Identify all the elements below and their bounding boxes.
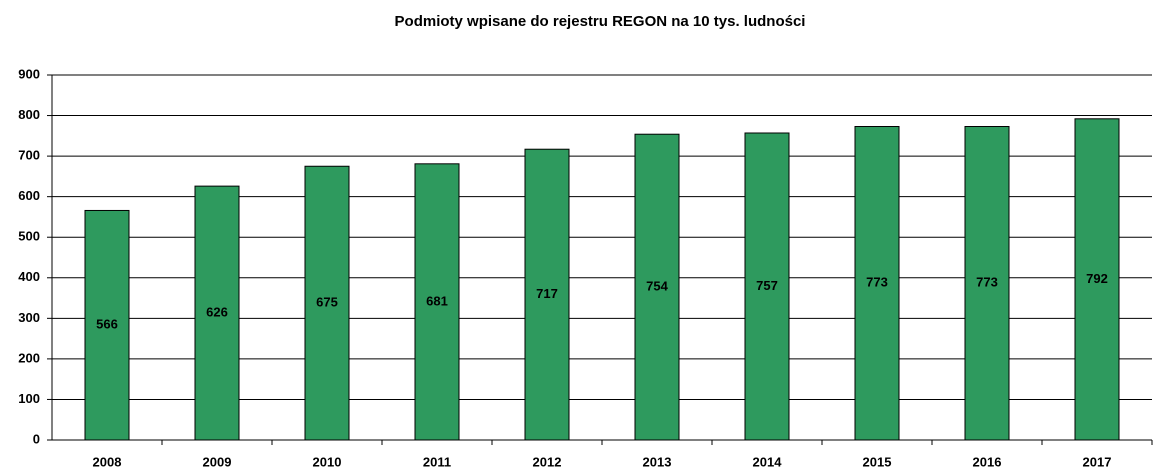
x-tick-label: 2017 — [1083, 454, 1112, 469]
x-tick-label: 2015 — [863, 454, 892, 469]
y-tick-label: 700 — [18, 148, 40, 163]
bar — [414, 163, 460, 441]
y-tick-label: 300 — [18, 310, 40, 325]
data-label: 681 — [426, 293, 448, 308]
y-tick-label: 0 — [33, 431, 40, 446]
data-label: 773 — [866, 275, 888, 290]
x-tick-label: 2012 — [533, 454, 562, 469]
data-label: 675 — [316, 295, 338, 310]
bar — [744, 132, 790, 441]
chart-title: Podmioty wpisane do rejestru REGON na 10… — [395, 13, 806, 30]
bar — [964, 126, 1010, 441]
bar — [854, 126, 900, 441]
y-tick-label: 800 — [18, 107, 40, 122]
bar — [1074, 118, 1120, 441]
y-tick-label: 500 — [18, 229, 40, 244]
y-tick-label: 600 — [18, 188, 40, 203]
x-tick-label: 2016 — [973, 454, 1002, 469]
bar — [634, 133, 680, 441]
data-label: 626 — [206, 304, 228, 319]
data-label: 773 — [976, 275, 998, 290]
bar — [524, 148, 570, 441]
y-tick-label: 400 — [18, 269, 40, 284]
x-tick-label: 2014 — [753, 454, 783, 469]
bar — [304, 165, 350, 441]
data-label: 566 — [96, 317, 118, 332]
y-tick-label: 100 — [18, 391, 40, 406]
x-tick-label: 2009 — [203, 454, 232, 469]
bar — [84, 209, 130, 441]
data-label: 792 — [1086, 271, 1108, 286]
y-tick-label: 200 — [18, 350, 40, 365]
data-label: 717 — [536, 286, 558, 301]
data-label: 757 — [756, 278, 778, 293]
x-tick-label: 2010 — [313, 454, 342, 469]
data-label: 754 — [646, 279, 668, 294]
x-tick-label: 2008 — [93, 454, 122, 469]
x-tick-label: 2011 — [423, 454, 451, 469]
x-tick-label: 2013 — [643, 454, 672, 469]
bar — [194, 185, 240, 441]
y-tick-label: 900 — [18, 66, 40, 81]
